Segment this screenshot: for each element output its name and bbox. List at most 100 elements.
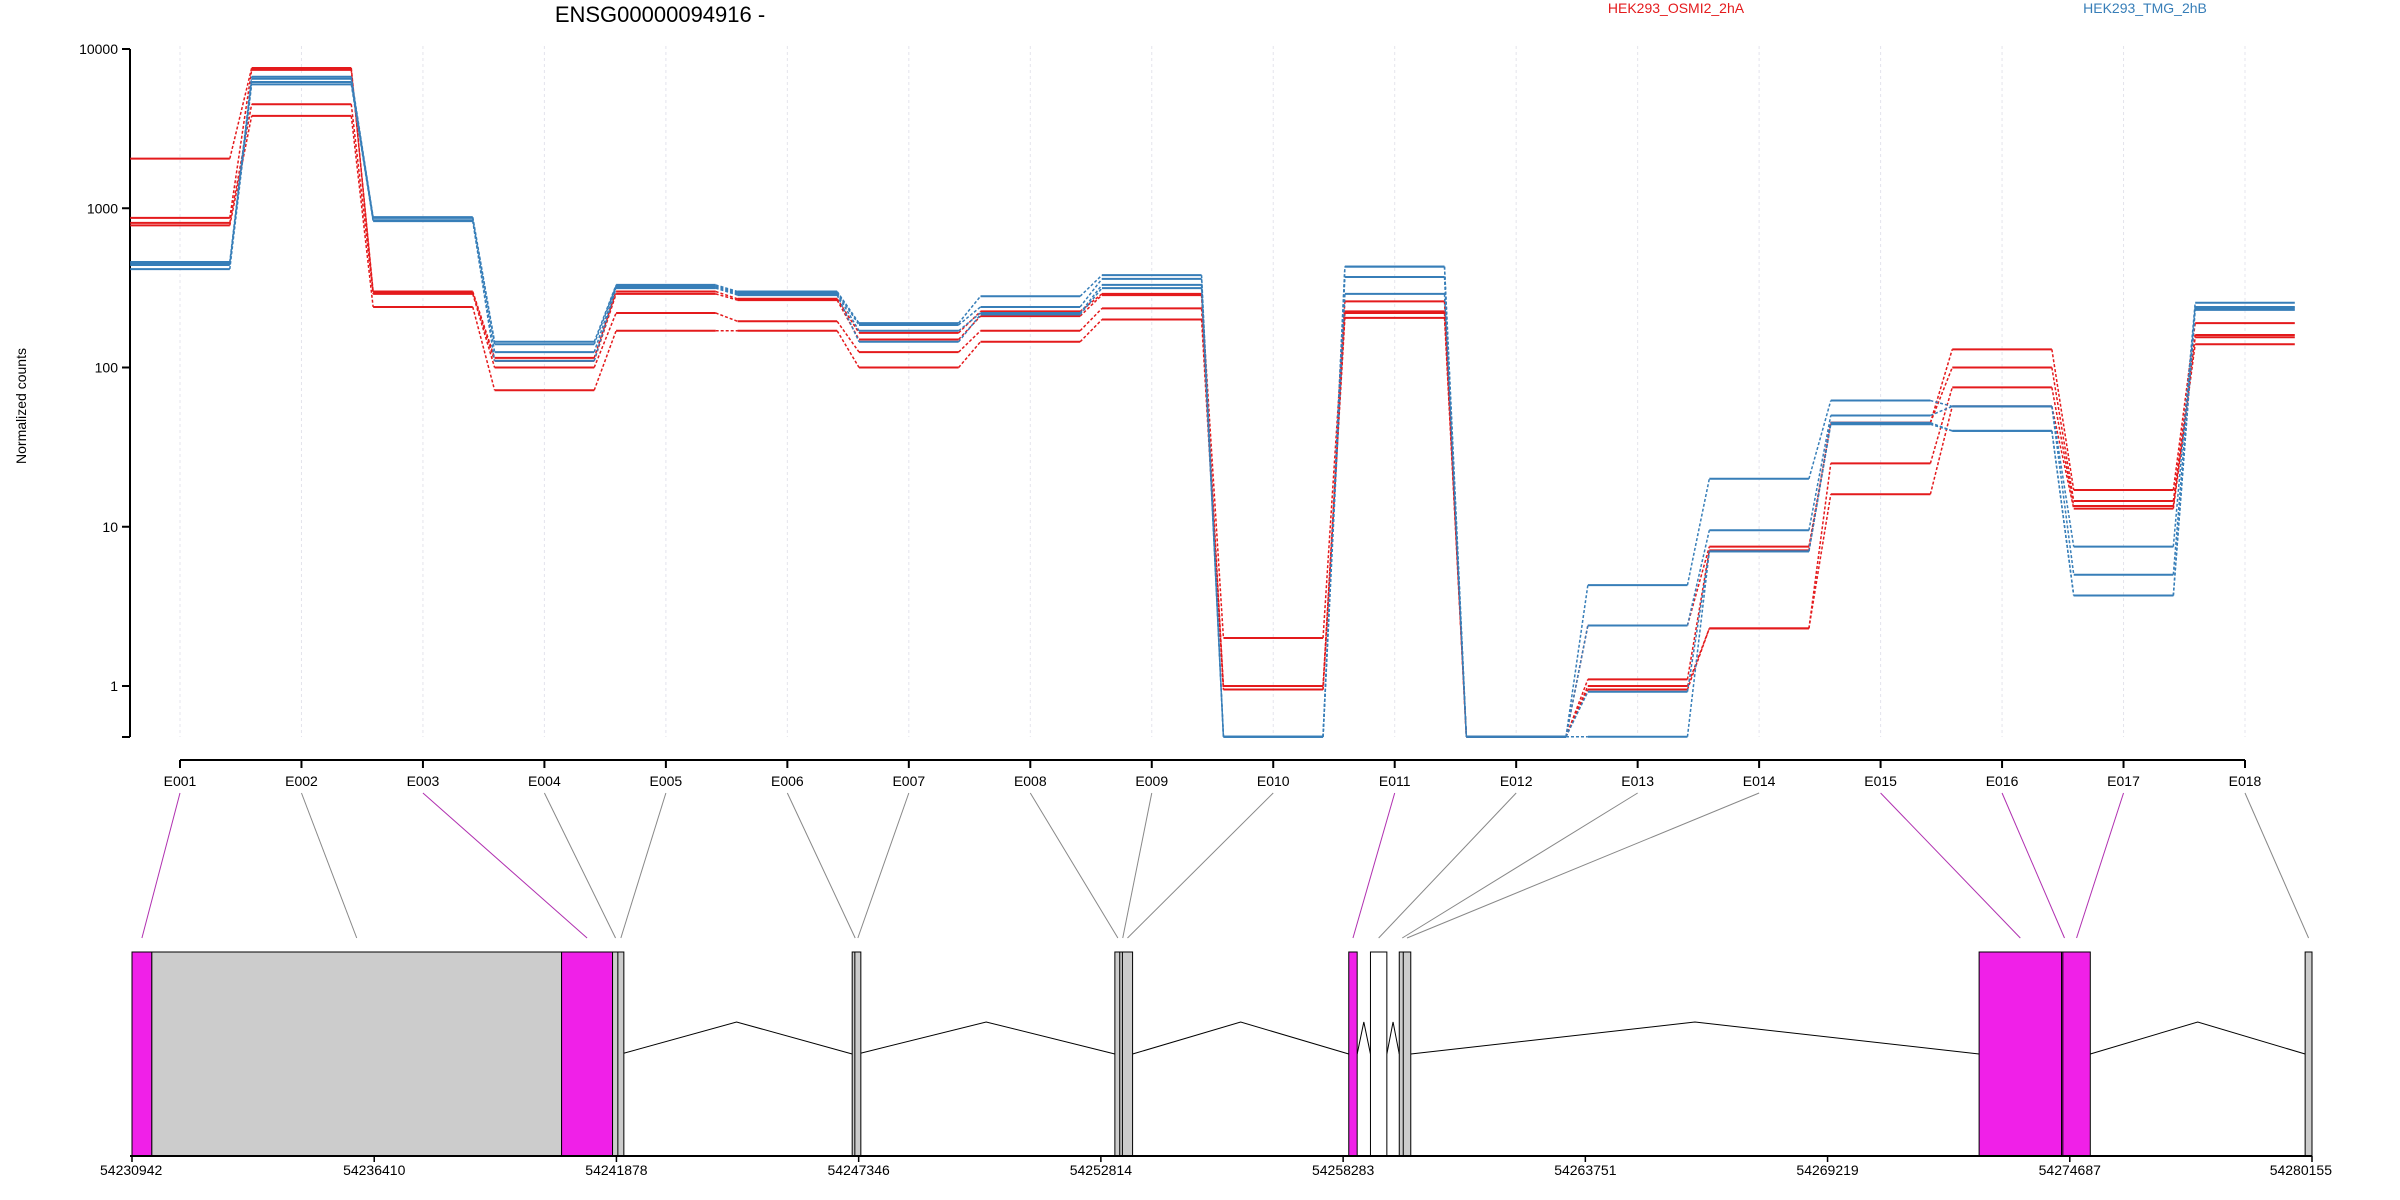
connector-segment (1686, 478, 1711, 586)
x-tick-label-e001: E001 (164, 773, 197, 789)
exon-block-e015 (1978, 951, 2062, 1157)
connector-segment (1079, 284, 1103, 314)
gene-model (131, 951, 2313, 1157)
connector-segment (350, 104, 374, 294)
genomic-coordinate-axis: 54230942 54236410 54241878 54247346 54252814… (100, 1155, 2332, 1178)
coord-label: 54258283 (1312, 1162, 1375, 1178)
connector-segment (836, 330, 860, 368)
connector-segment (1079, 319, 1103, 343)
connector-segment (1808, 415, 1832, 531)
connector-segment (836, 298, 860, 334)
connector-e005 (620, 792, 667, 939)
y-tick-label-10000: 10000 (79, 41, 118, 57)
exon-block-e014 (1402, 951, 1412, 1157)
connector-segment (715, 293, 738, 301)
connector-e006 (786, 792, 856, 939)
exon-block-e002 (151, 951, 563, 1157)
connector-segment (350, 115, 374, 308)
exon-block-e007 (854, 951, 862, 1157)
series-line-8 (130, 83, 2295, 738)
x-tick-label-e018: E018 (2229, 773, 2262, 789)
x-tick-label-e007: E007 (892, 773, 925, 789)
y-tick-label-10: 10 (102, 519, 118, 535)
x-tick-label-e005: E005 (650, 773, 683, 789)
x-tick-label-e014: E014 (1743, 773, 1776, 789)
connector-e010 (1127, 792, 1274, 939)
chart-title: ENSG00000094916 - (555, 2, 765, 27)
connector-segment (1808, 424, 1832, 552)
connector-e011 (1352, 792, 1396, 939)
connector-segment (1686, 551, 1711, 692)
x-tick-label-e009: E009 (1135, 773, 1168, 789)
connector-segment (229, 104, 253, 223)
connector-segment (2051, 406, 2075, 547)
y-axis: 1 10 100 1000 10000 (79, 41, 131, 738)
y-tick-label-100: 100 (95, 360, 119, 376)
connector-segment (1808, 400, 1832, 480)
connector-segment (836, 294, 860, 343)
connector-segment (836, 292, 860, 326)
series-line-3 (130, 103, 2295, 738)
connector-segment (2051, 406, 2075, 575)
intron-line (1386, 1021, 1400, 1055)
connector-segment (1686, 551, 1711, 737)
connector-segment (1079, 307, 1103, 332)
connector-segment (472, 221, 496, 362)
x-tick-label-e016: E016 (1986, 773, 2019, 789)
x-tick-label-e004: E004 (528, 773, 561, 789)
connector-segment (2172, 302, 2196, 547)
connector-segment (472, 306, 496, 391)
series-line-1 (130, 66, 2295, 738)
connector-segment (1322, 301, 1346, 639)
connector-segment (2172, 309, 2196, 596)
connector-segment (1322, 293, 1346, 737)
connector-segment (2051, 367, 2075, 502)
connector-segment (836, 320, 860, 353)
connector-segment (958, 341, 982, 368)
connector-segment (715, 287, 738, 296)
connector-segment (1565, 691, 1589, 738)
connector-segment (1929, 406, 1953, 495)
connector-segment (593, 330, 617, 391)
connector-segment (229, 67, 253, 159)
coord-label: 54274687 (2039, 1162, 2102, 1178)
coord-label: 54252814 (1070, 1162, 1133, 1178)
connector-segment (715, 312, 738, 323)
connector-segment (958, 310, 982, 334)
connector-segment (229, 84, 253, 270)
connector-segment (472, 217, 496, 345)
y-tick-label-1: 1 (110, 678, 118, 694)
coord-label: 54241878 (585, 1162, 648, 1178)
connector-e009 (1122, 792, 1153, 939)
connector-e002 (301, 792, 358, 939)
exon-block-e011 (1348, 951, 1358, 1157)
connector-segment (715, 290, 738, 300)
connector-segment (1930, 405, 1953, 417)
connector-segment (1565, 585, 1589, 737)
connector-e015 (1880, 792, 2021, 939)
x-tick-label-e008: E008 (1014, 773, 1047, 789)
connector-segment (2172, 308, 2196, 596)
connector-e018 (2244, 792, 2310, 939)
connector-segment (1565, 625, 1589, 737)
x-axis: E001 E002 E003 E004 E005 E006 E007 E008 E009 E010… (164, 759, 2262, 789)
connector-segment (1929, 367, 1953, 424)
x-tick-label-e013: E013 (1621, 773, 1654, 789)
exon-block-e003 (561, 951, 614, 1157)
exon-block-e012 (1369, 951, 1388, 1157)
connector-e017 (2076, 792, 2125, 939)
connector-segment (1443, 276, 1468, 737)
intron-line (1410, 1021, 1980, 1055)
connector-e004 (543, 792, 616, 939)
x-tick-label-e017: E017 (2107, 773, 2140, 789)
x-tick-label-e011: E011 (1379, 773, 1411, 789)
intron-line (857, 1021, 1115, 1055)
coord-label: 54269219 (1796, 1162, 1859, 1178)
intron-line (1132, 1021, 1349, 1055)
connector-segment (1686, 530, 1711, 626)
connector-e007 (857, 792, 910, 939)
connector-e013 (1401, 792, 1638, 939)
x-tick-label-e003: E003 (407, 773, 440, 789)
connector-segment (1930, 399, 1953, 408)
exon-block-e017 (2062, 951, 2091, 1157)
